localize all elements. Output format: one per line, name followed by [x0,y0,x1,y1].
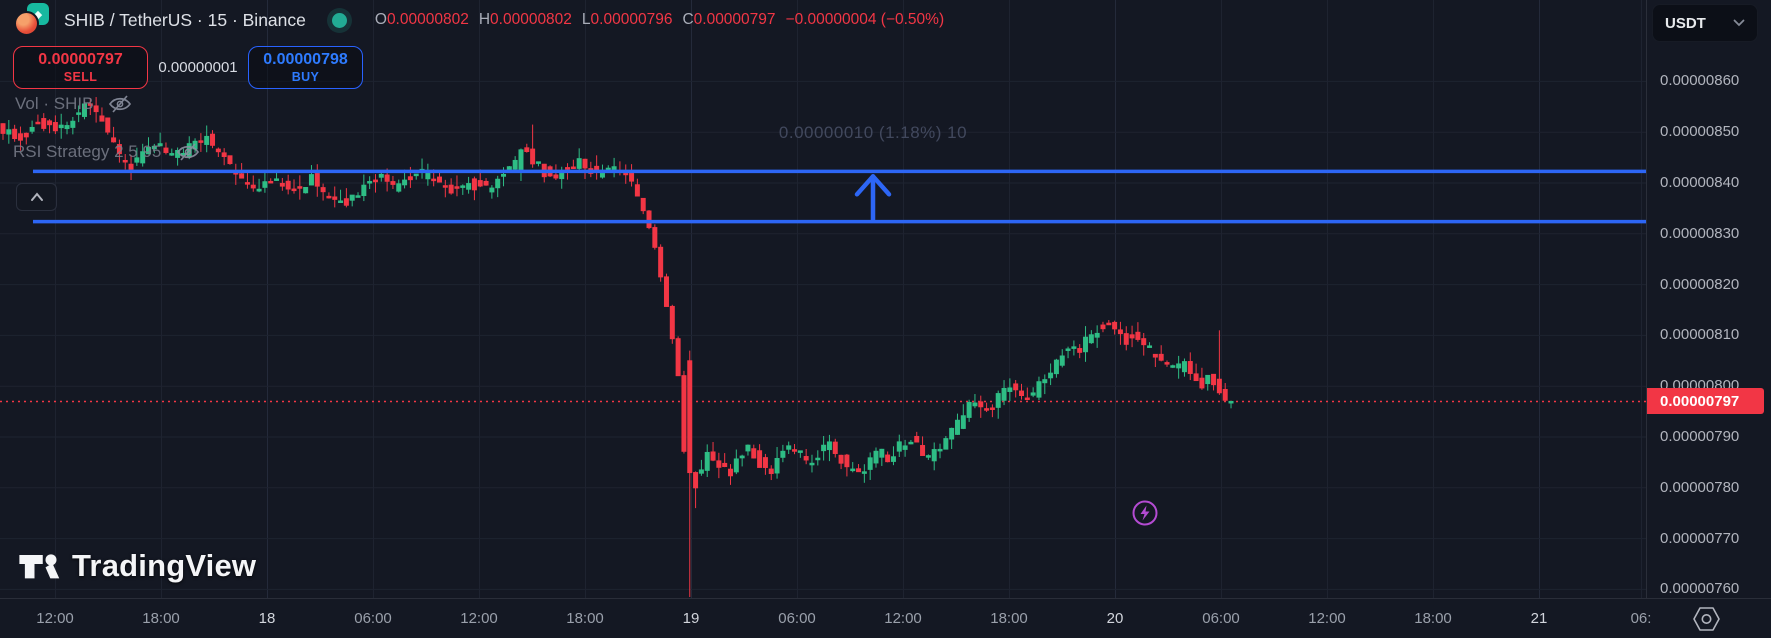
time-axis-label: 18:00 [990,610,1028,627]
time-axis-label: 12:00 [36,610,74,627]
rsi-indicator-label: RSI Strategy 2 5 95 [13,142,162,161]
sell-label: SELL [63,69,98,84]
axis-settings-icon[interactable] [1693,605,1720,638]
time-axis-label: 18 [258,610,276,627]
price-axis-label: 0.00000830 [1660,224,1740,242]
price-axis-label: 0.00000850 [1660,123,1740,141]
time-axis-label: 06:00 [778,610,816,627]
time-axis-label: 18:00 [142,610,180,627]
price-axis-label: 0.00000810 [1660,326,1740,344]
lightning-icon[interactable] [1131,499,1159,532]
rsi-indicator-row: RSI Strategy 2 5 95 [13,142,201,162]
close-label: C [682,11,694,28]
change-value: −0.00000004 (−0.50%) [785,11,945,28]
currency-label: USDT [1665,14,1706,32]
price-axis-label: 0.00000780 [1660,478,1740,496]
price-axis[interactable]: 0.00000797 0.00000860 0.00000850 0.0000084… [1646,0,1771,598]
chevron-down-icon [1733,19,1745,27]
eye-off-icon[interactable] [107,94,133,114]
high-label: H [478,11,491,28]
currency-selector[interactable]: USDT [1652,4,1758,42]
sell-price: 0.00000797 [38,51,123,69]
open-value: 0.00000802 [386,11,469,28]
price-axis-label: 0.00000760 [1660,580,1740,598]
time-axis-label: 06:00 [354,610,392,627]
ohlc-values: O 0.00000802 H 0.00000802 L 0.00000796 C… [365,11,944,29]
low-value: 0.00000796 [590,11,673,28]
time-axis-label: 12:00 [460,610,498,627]
price-axis-label: 0.00000790 [1660,428,1740,445]
time-axis-label: 19 [682,610,700,627]
tradingview-logo[interactable]: TradingView [18,546,256,586]
time-axis-label: 18:00 [1414,610,1452,627]
eye-off-icon[interactable] [175,142,201,162]
order-panel: 0.00000797 SELL 0.00000001 0.00000798 BU… [13,46,363,89]
tradingview-brand-text: TradingView [72,548,257,583]
time-axis-label: 21 [1530,610,1548,627]
chevron-up-icon [30,192,43,201]
buy-button[interactable]: 0.00000798 BUY [248,46,363,89]
symbol-legend-row: ◆ SHIB / TetherUS · 15 · Binance O 0.000… [0,0,944,40]
open-label: O [374,11,387,28]
buy-label: BUY [291,69,320,84]
time-axis-label: 06:00 [1202,610,1240,627]
buy-price: 0.00000798 [263,51,348,69]
market-status-dot[interactable] [331,12,347,28]
low-label: L [581,11,591,28]
close-value: 0.00000797 [693,11,776,28]
tradingview-glyph-icon [19,554,60,579]
time-axis-label: 18:00 [566,610,604,627]
price-axis-label: 0.00000770 [1660,529,1740,547]
current-price-tag: 0.00000797 [1647,388,1764,415]
symbol-title[interactable]: SHIB / TetherUS · 15 · Binance [64,9,306,30]
sell-button[interactable]: 0.00000797 SELL [13,46,148,89]
shib-coin-icon [14,11,39,36]
price-axis-label: 0.00000820 [1660,275,1740,293]
volume-indicator-label: Vol · SHIB [15,94,94,113]
price-chart-canvas[interactable]: 0.00000010 (1.18%) 10 [0,0,1646,598]
price-axis-label: 0.00000860 [1660,72,1740,90]
collapse-pane-button[interactable] [16,183,57,211]
price-axis-label: 0.00000840 [1660,174,1740,191]
time-axis-label: 20 [1106,610,1124,627]
volume-indicator-row: Vol · SHIB [15,94,133,114]
time-axis-label: 06: [1630,610,1652,627]
high-value: 0.00000802 [490,11,572,28]
time-axis-label: 12:00 [1308,610,1346,627]
svg-text:0.00000010 (1.18%) 10: 0.00000010 (1.18%) 10 [779,123,967,142]
time-axis[interactable]: 12:00 18:00 18 06:00 12:00 18:00 19 06:00 12:00 1… [0,598,1771,638]
symbol-logo: ◆ [14,2,60,38]
spread-value: 0.00000001 [158,59,238,76]
time-axis-label: 12:00 [884,610,922,627]
